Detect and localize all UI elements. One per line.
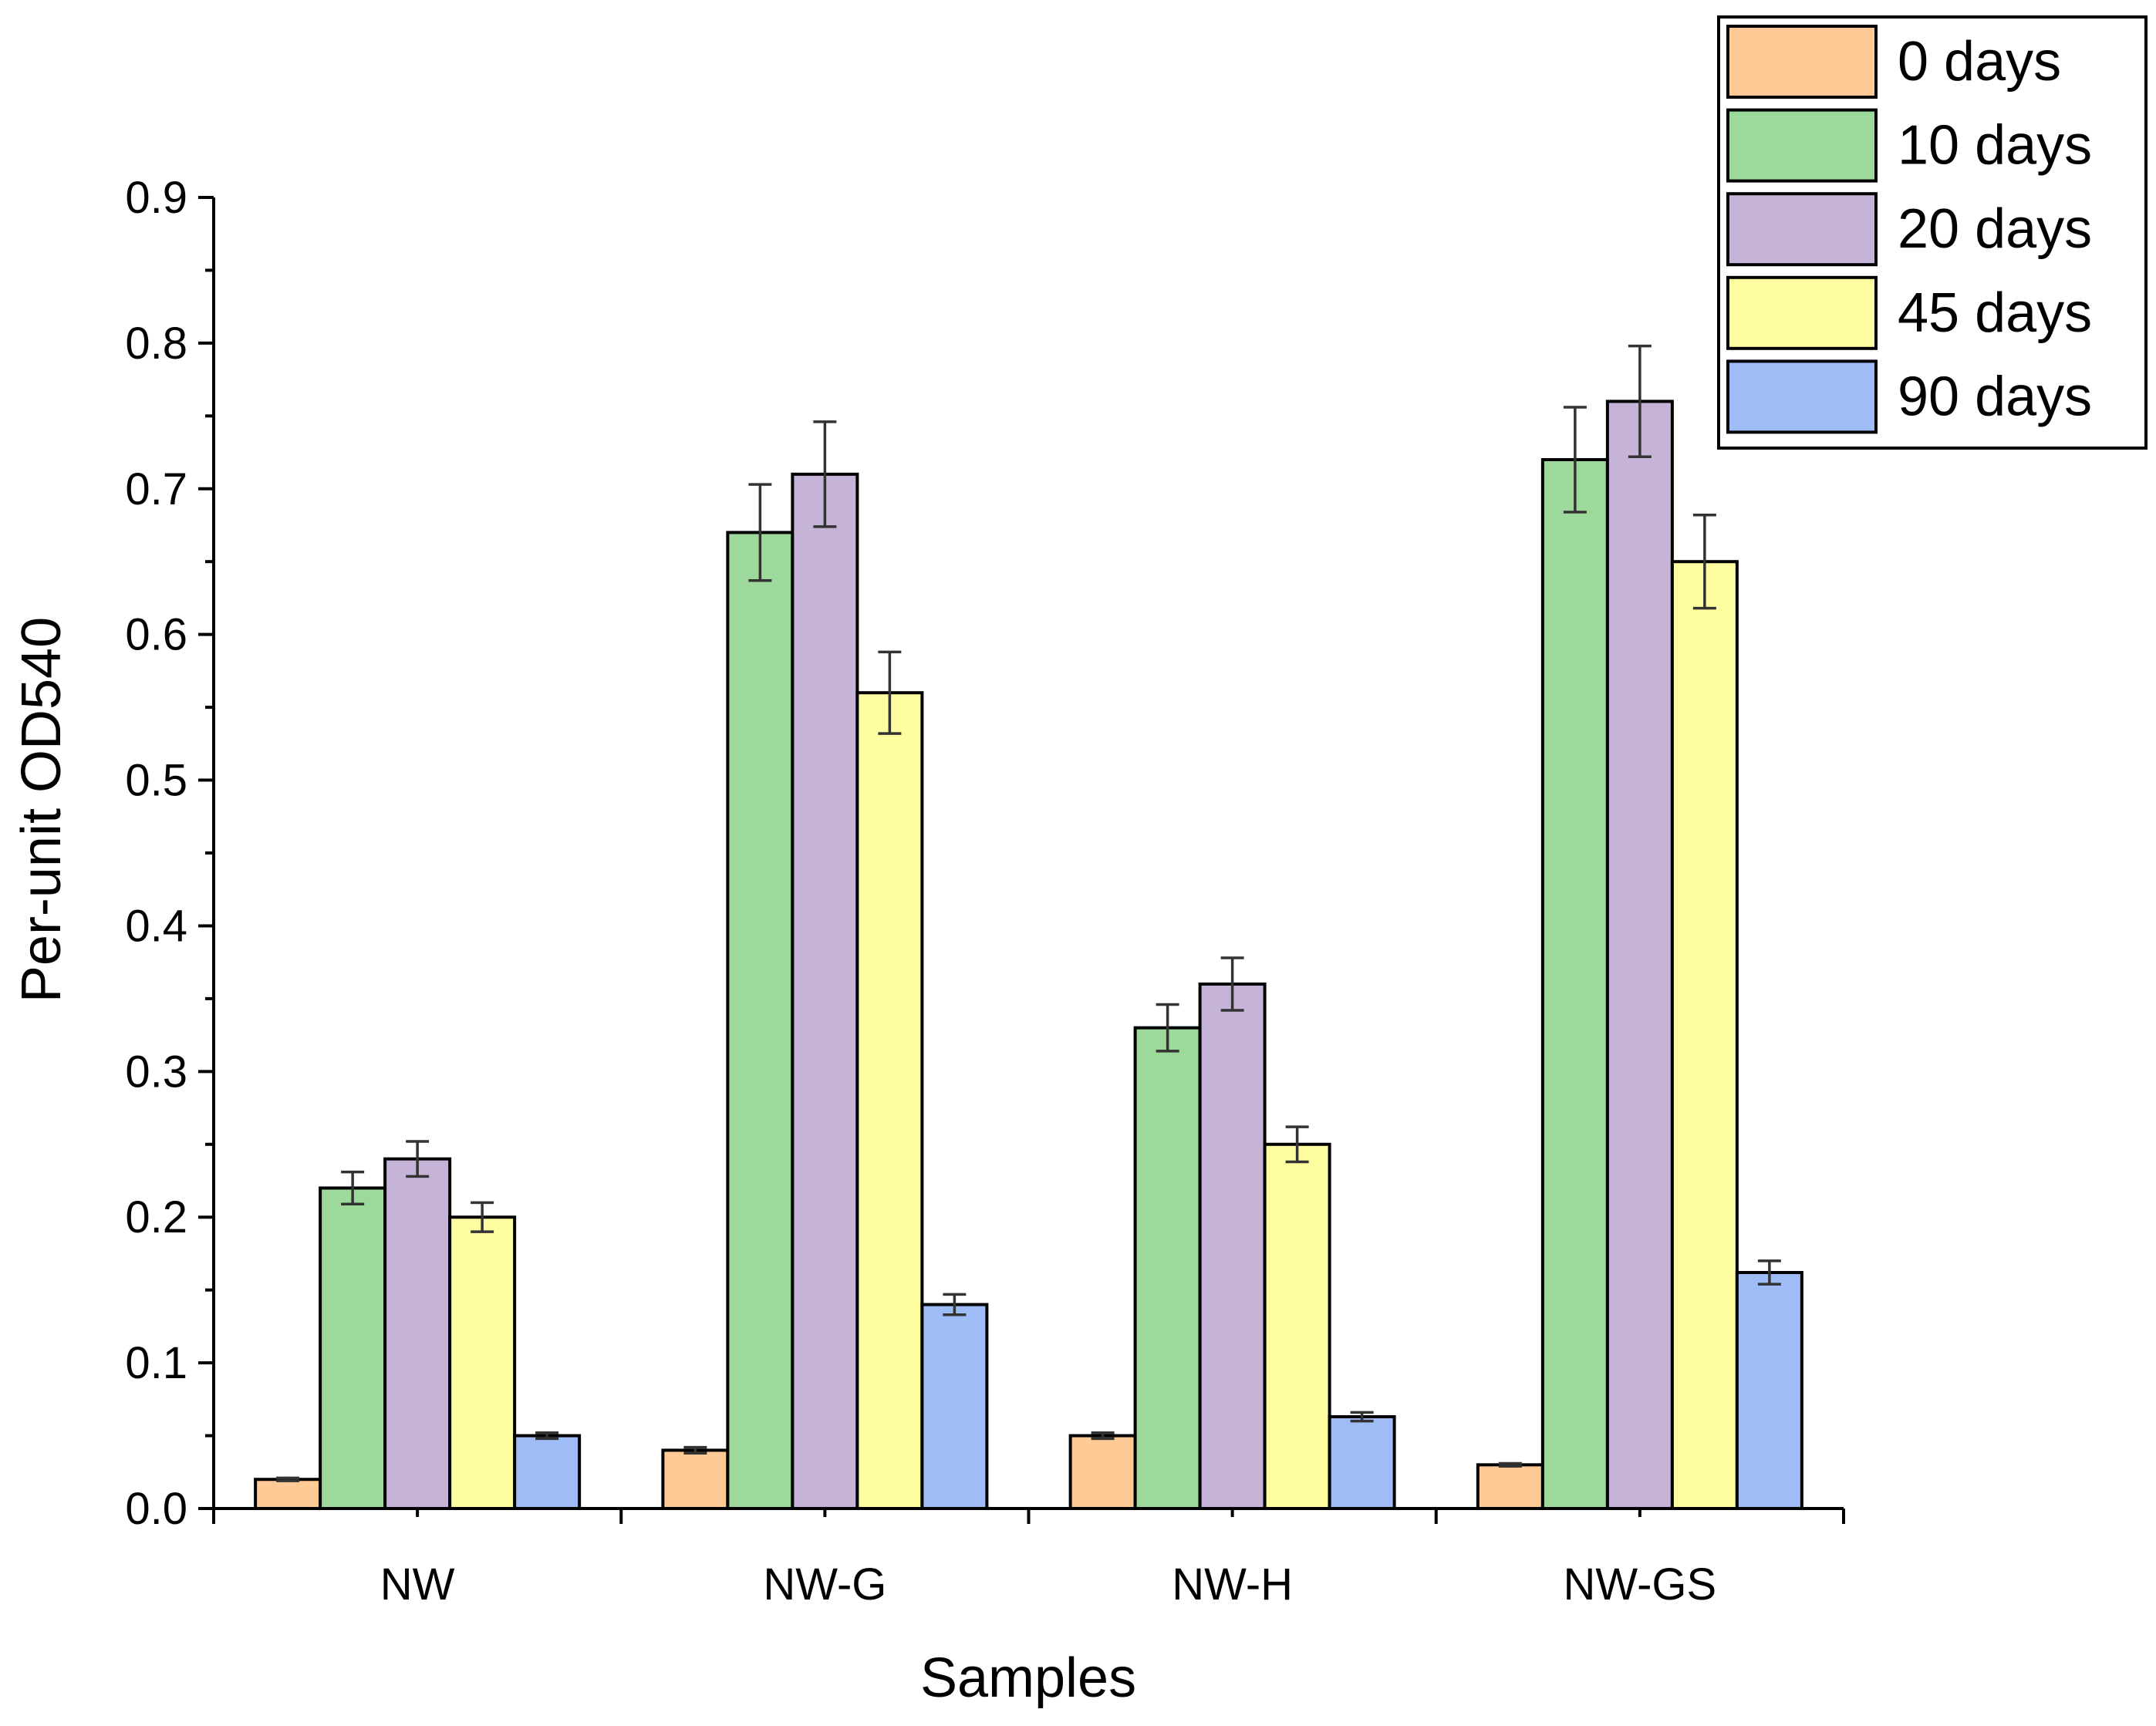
bar-nw-g-0-days [661, 1448, 730, 1511]
error-bar-nw-20-days [406, 1140, 430, 1178]
y-tick-label: 0.3 [125, 1047, 187, 1097]
bar-nw-g-10-days [726, 531, 795, 1510]
bar-nw-90-days [513, 1434, 582, 1510]
bar-nw-h-45-days [1263, 1142, 1331, 1511]
bar-nw-gs-20-days [1605, 399, 1674, 1510]
bars-layer [254, 344, 1803, 1511]
legend-label: 20 days [1898, 198, 2092, 260]
error-bar-nw-g-20-days [813, 420, 837, 528]
error-bar-nw-h-90-days [1350, 1411, 1374, 1423]
error-bar-nw-90-days [535, 1431, 559, 1441]
x-tick-label: NW [380, 1559, 455, 1610]
bar-nw-h-10-days [1133, 1026, 1202, 1510]
bar-nw-10-days [319, 1186, 387, 1510]
y-tick-label: 0.1 [125, 1338, 187, 1388]
y-tick-label: 0.0 [125, 1484, 187, 1534]
legend-swatch [1726, 359, 1878, 434]
error-bar-nw-45-days [471, 1201, 494, 1233]
bar-nw-45-days [448, 1215, 517, 1510]
bar-nw-gs-45-days [1670, 560, 1739, 1511]
bar-nw-g-20-days [791, 472, 859, 1510]
legend-item: 10 days [1726, 108, 2092, 183]
error-bar-nw-h-10-days [1156, 1003, 1179, 1053]
bar-nw-g-90-days [920, 1303, 989, 1510]
bar-nw-h-0-days [1068, 1434, 1137, 1510]
x-tick-label: NW-GS [1564, 1559, 1717, 1610]
bar-nw-h-90-days [1328, 1415, 1396, 1510]
x-tick-label: NW-G [763, 1559, 886, 1610]
error-bar-nw-g-90-days [943, 1293, 967, 1316]
error-bar-nw-g-0-days [683, 1445, 707, 1455]
error-bar-nw-0-days [276, 1476, 300, 1482]
y-tick-label: 0.5 [125, 756, 187, 806]
error-bar-nw-g-45-days [878, 650, 902, 735]
bar-nw-gs-10-days [1540, 458, 1609, 1510]
bar-nw-g-45-days [855, 691, 924, 1511]
legend-label: 0 days [1898, 31, 2061, 93]
error-bar-nw-gs-10-days [1563, 406, 1587, 514]
bar-nw-h-20-days [1198, 983, 1267, 1510]
error-bar-nw-gs-20-days [1628, 344, 1652, 458]
y-tick-label: 0.4 [125, 901, 187, 951]
legend-label: 10 days [1898, 115, 2092, 177]
x-tick-label: NW-H [1172, 1559, 1293, 1610]
error-bar-nw-h-0-days [1091, 1431, 1115, 1441]
axes-layer: 0.0 0.1 0.2 0.3 0.4 0.5 0.6 0.7 0.8 0.9 NW NW-G NW-H… [125, 173, 1845, 1610]
legend: 0 days 10 days 20 days 45 days 90 days [1717, 15, 2148, 450]
y-tick-label: 0.7 [125, 464, 187, 514]
bar-nw-20-days [383, 1157, 452, 1510]
bar-nw-0-days [254, 1478, 322, 1510]
error-bar-nw-h-20-days [1220, 956, 1244, 1012]
legend-item: 0 days [1726, 25, 2061, 99]
legend-item: 90 days [1726, 359, 2092, 434]
bar-nw-gs-0-days [1476, 1463, 1544, 1511]
legend-label: 45 days [1898, 282, 2092, 344]
legend-label: 90 days [1898, 366, 2092, 427]
x-axis-title: Samples [920, 1647, 1136, 1709]
error-bar-nw-h-45-days [1285, 1125, 1309, 1164]
y-tick-label: 0.9 [125, 173, 187, 223]
legend-swatch [1726, 25, 1878, 99]
legend-item: 45 days [1726, 275, 2092, 350]
y-axis-title: Per-unit OD540 [11, 617, 73, 1003]
error-bar-nw-gs-90-days [1757, 1259, 1781, 1286]
legend-swatch [1726, 108, 1878, 183]
legend-swatch [1726, 275, 1878, 350]
legend-item: 20 days [1726, 192, 2092, 267]
y-tick-label: 0.2 [125, 1192, 187, 1242]
error-bar-nw-gs-45-days [1692, 514, 1716, 610]
error-bar-nw-gs-0-days [1498, 1461, 1522, 1468]
bar-nw-gs-90-days [1735, 1271, 1803, 1510]
legend-swatch [1726, 192, 1878, 267]
error-bar-nw-10-days [341, 1170, 365, 1205]
y-tick-label: 0.6 [125, 610, 187, 660]
error-bar-nw-g-10-days [748, 483, 772, 582]
y-tick-label: 0.8 [125, 319, 187, 369]
